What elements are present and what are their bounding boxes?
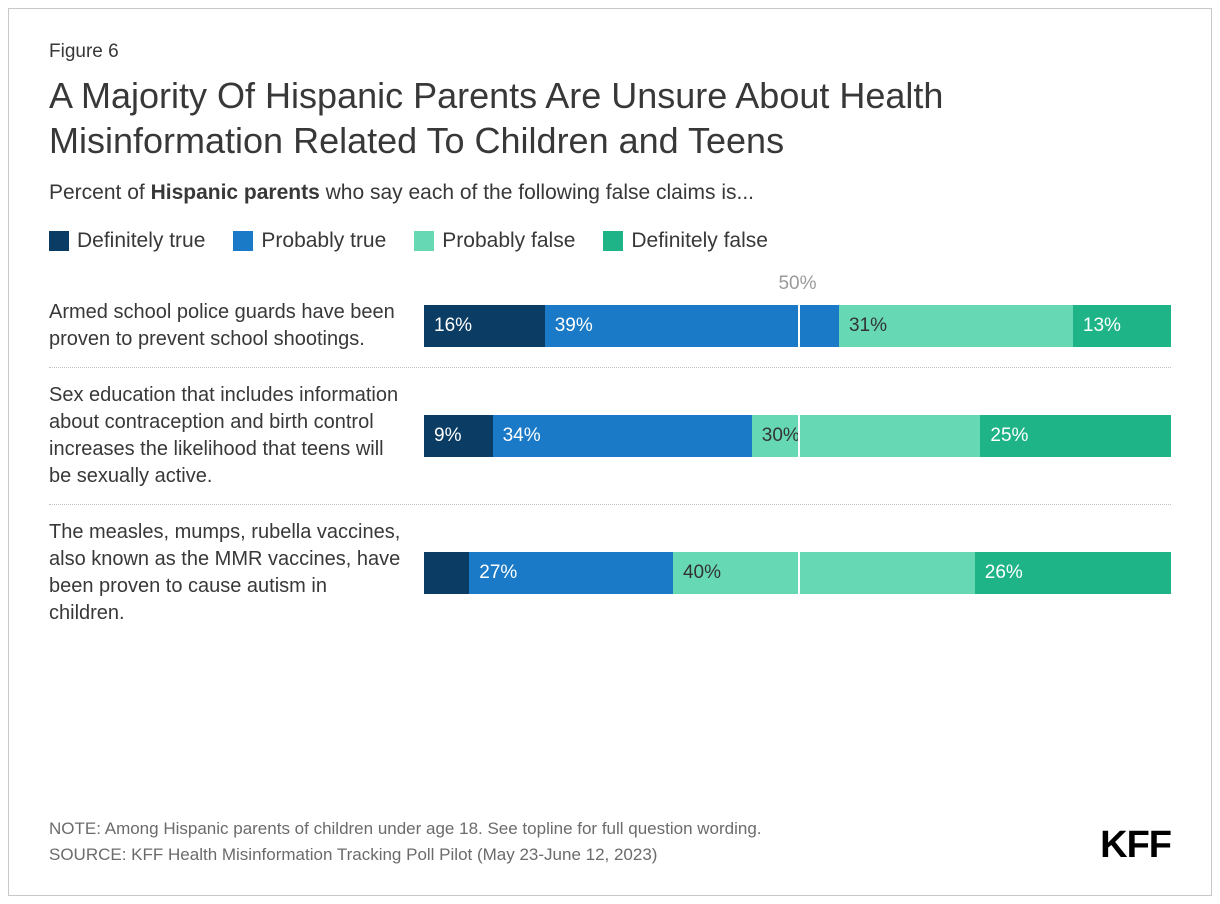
legend-label: Probably true	[261, 229, 386, 253]
figure-frame: Figure 6 A Majority Of Hispanic Parents …	[8, 8, 1212, 896]
bar-segment: 9%	[424, 415, 493, 457]
subtitle-post: who say each of the following false clai…	[320, 181, 754, 204]
legend-label: Definitely true	[77, 229, 205, 253]
bar-segment: 31%	[839, 305, 1073, 347]
bar-segment: 16%	[424, 305, 545, 347]
bar-row: Armed school police guards have been pro…	[49, 285, 1171, 368]
note-text: NOTE: Among Hispanic parents of children…	[49, 816, 762, 842]
bar-row: The measles, mumps, rubella vaccines, al…	[49, 505, 1171, 641]
bar-segment: 30%	[752, 415, 981, 457]
legend-swatch	[49, 231, 69, 251]
bar-wrap: 50% 16% 39% 31% 13%	[424, 305, 1171, 347]
legend-swatch	[233, 231, 253, 251]
reference-tick	[798, 415, 800, 457]
legend-label: Definitely false	[631, 229, 768, 253]
row-label: Armed school police guards have been pro…	[49, 299, 424, 353]
bar-segment: 40%	[673, 552, 975, 594]
bar-wrap: 9% 34% 30% 25%	[424, 415, 1171, 457]
row-label: The measles, mumps, rubella vaccines, al…	[49, 519, 424, 627]
legend-item: Probably false	[414, 229, 575, 253]
chart-title: A Majority Of Hispanic Parents Are Unsur…	[49, 73, 1171, 163]
source-text: SOURCE: KFF Health Misinformation Tracki…	[49, 842, 762, 868]
legend-item: Probably true	[233, 229, 386, 253]
bar-wrap: 27% 40% 26%	[424, 552, 1171, 594]
bar-segment: 26%	[975, 552, 1171, 594]
legend-label: Probably false	[442, 229, 575, 253]
legend-item: Definitely false	[603, 229, 768, 253]
bar-row: Sex education that includes information …	[49, 368, 1171, 505]
reference-tick	[798, 305, 800, 347]
row-label: Sex education that includes information …	[49, 382, 424, 490]
legend-item: Definitely true	[49, 229, 205, 253]
kff-logo: KFF	[1100, 824, 1171, 867]
footnotes: NOTE: Among Hispanic parents of children…	[49, 816, 762, 867]
subtitle-bold: Hispanic parents	[151, 181, 320, 204]
figure-footer: NOTE: Among Hispanic parents of children…	[49, 816, 1171, 867]
bar-segment	[424, 552, 469, 594]
legend-swatch	[603, 231, 623, 251]
figure-number: Figure 6	[49, 41, 1171, 63]
subtitle-pre: Percent of	[49, 181, 151, 204]
legend: Definitely true Probably true Probably f…	[49, 229, 1171, 253]
bar-segment: 13%	[1073, 305, 1171, 347]
reference-tick	[798, 552, 800, 594]
bar-segment: 34%	[493, 415, 752, 457]
bar-segment: 27%	[469, 552, 673, 594]
bar-segment: 25%	[980, 415, 1171, 457]
chart-area: Armed school police guards have been pro…	[49, 285, 1171, 792]
chart-subtitle: Percent of Hispanic parents who say each…	[49, 181, 1171, 205]
legend-swatch	[414, 231, 434, 251]
bar-segment: 39%	[545, 305, 839, 347]
reference-label: 50%	[778, 273, 816, 295]
